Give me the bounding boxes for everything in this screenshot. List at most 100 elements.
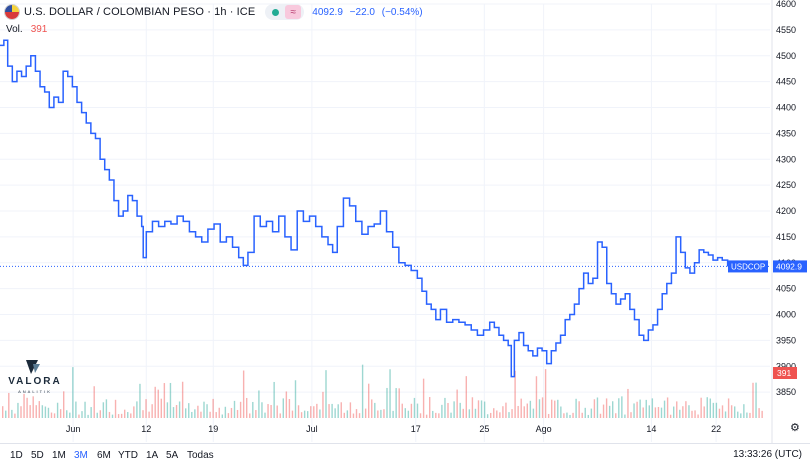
volume-bar — [538, 399, 541, 418]
volume-bar — [648, 405, 650, 418]
volume-bar — [447, 403, 449, 418]
volume-bar — [78, 414, 80, 418]
range-ytd-button[interactable]: YTD — [118, 450, 138, 461]
volume-bar — [221, 414, 223, 418]
range-all-button[interactable]: Todas — [187, 450, 214, 461]
volume-bar — [212, 398, 214, 418]
y-tick-label: 4600 — [776, 0, 796, 9]
volume-bar — [148, 411, 150, 418]
volume-bar — [32, 396, 34, 418]
volume-bar — [490, 412, 492, 418]
volume-bar — [505, 402, 507, 418]
volume-bar — [529, 400, 532, 418]
volume-bar — [224, 406, 227, 418]
volume-bar — [679, 409, 681, 418]
volume-bar — [532, 408, 535, 418]
volume-bar — [712, 402, 715, 418]
volume-bar — [596, 397, 599, 418]
utc-clock[interactable]: 13:33:26 (UTC) — [733, 449, 802, 460]
range-5a-button[interactable]: 5A — [166, 450, 179, 461]
volume-bar — [279, 413, 281, 418]
volume-bar — [377, 410, 379, 418]
volume-bar — [413, 397, 416, 418]
volume-bar — [20, 406, 22, 418]
volume-bar — [294, 380, 297, 418]
volume-bar — [682, 406, 684, 418]
volume-bar — [316, 403, 318, 418]
volume-bar — [669, 414, 672, 418]
volume-bar — [337, 404, 339, 418]
volume-bar — [291, 410, 294, 418]
volume-bar — [590, 408, 593, 418]
y-tick-label: 4300 — [776, 154, 796, 164]
volume-bar — [441, 404, 443, 418]
volume-bar — [352, 413, 355, 418]
volume-bar — [685, 401, 687, 418]
price-chart-svg[interactable]: 4600 4550 4500 4450 4400 4350 4300 4250 4200 4150… — [0, 0, 810, 443]
volume-bar — [139, 383, 141, 418]
symbol-title[interactable]: U.S. DOLLAR / COLOMBIAN PESO · 1h · ICE — [24, 6, 256, 18]
range-3m-button[interactable]: 3M — [74, 450, 88, 461]
volume-bar — [435, 412, 437, 418]
volume-bar — [81, 411, 83, 418]
volume-bar — [133, 406, 135, 418]
approx-icon: ≈ — [285, 5, 302, 19]
volume-bar — [197, 405, 199, 418]
volume-bar — [203, 401, 205, 418]
volume-bar — [17, 402, 19, 418]
volume-bar — [163, 383, 166, 418]
volume-bar — [38, 401, 40, 418]
volume-bar — [191, 411, 193, 418]
volume-bar — [642, 407, 644, 418]
volume-bar — [166, 402, 169, 418]
grid-lines — [0, 0, 773, 443]
volume-bar — [371, 399, 373, 418]
x-tick-label: 12 — [141, 424, 151, 434]
range-1m-button[interactable]: 1M — [52, 450, 66, 461]
x-tick-label: Jul — [306, 424, 318, 434]
volume-bar — [514, 370, 516, 418]
y-tick-label: 4200 — [776, 206, 796, 216]
volume-bar — [493, 408, 495, 418]
range-5d-button[interactable]: 5D — [31, 450, 44, 461]
range-1a-button[interactable]: 1A — [146, 450, 159, 461]
volume-bar — [273, 381, 275, 418]
volume-bar — [185, 408, 187, 418]
volume-bar — [151, 404, 153, 418]
volume-bar — [383, 409, 385, 418]
volume-bar — [654, 407, 657, 418]
volume-bar — [691, 410, 693, 418]
volume-bar — [249, 413, 251, 418]
volume-bar — [419, 413, 422, 418]
volume-bar — [416, 403, 419, 418]
volume-bar — [563, 413, 565, 418]
volume-bar — [136, 401, 138, 418]
x-tick-label: Ago — [536, 424, 552, 434]
volume-bar — [450, 412, 452, 418]
volume-bar — [258, 390, 260, 418]
settings-gear-icon[interactable]: ⚙ — [790, 422, 800, 434]
volume-bar — [477, 400, 480, 418]
volume-legend: Vol. 391 — [6, 24, 47, 35]
x-tick-label: 25 — [479, 424, 489, 434]
volume-bar — [554, 400, 556, 418]
market-status-pill[interactable]: ≈ — [265, 4, 305, 20]
volume-bar — [425, 414, 428, 418]
volume-bar — [456, 389, 458, 418]
volume-bar — [41, 405, 44, 418]
range-6m-button[interactable]: 6M — [97, 450, 111, 461]
x-tick-label: 14 — [646, 424, 656, 434]
volume-bar — [285, 391, 288, 418]
volume-bar — [215, 412, 217, 418]
volume-bar — [502, 406, 504, 418]
volume-bar — [361, 364, 364, 418]
last-price: 4092.9 — [312, 6, 343, 18]
y-tick-label: 4550 — [776, 25, 796, 35]
volume-bar — [114, 399, 117, 418]
volume-bar — [307, 411, 309, 418]
range-1d-button[interactable]: 1D — [10, 450, 23, 461]
volume-bar — [282, 398, 284, 418]
volume-bar — [618, 398, 620, 418]
volume-bar — [358, 413, 361, 418]
